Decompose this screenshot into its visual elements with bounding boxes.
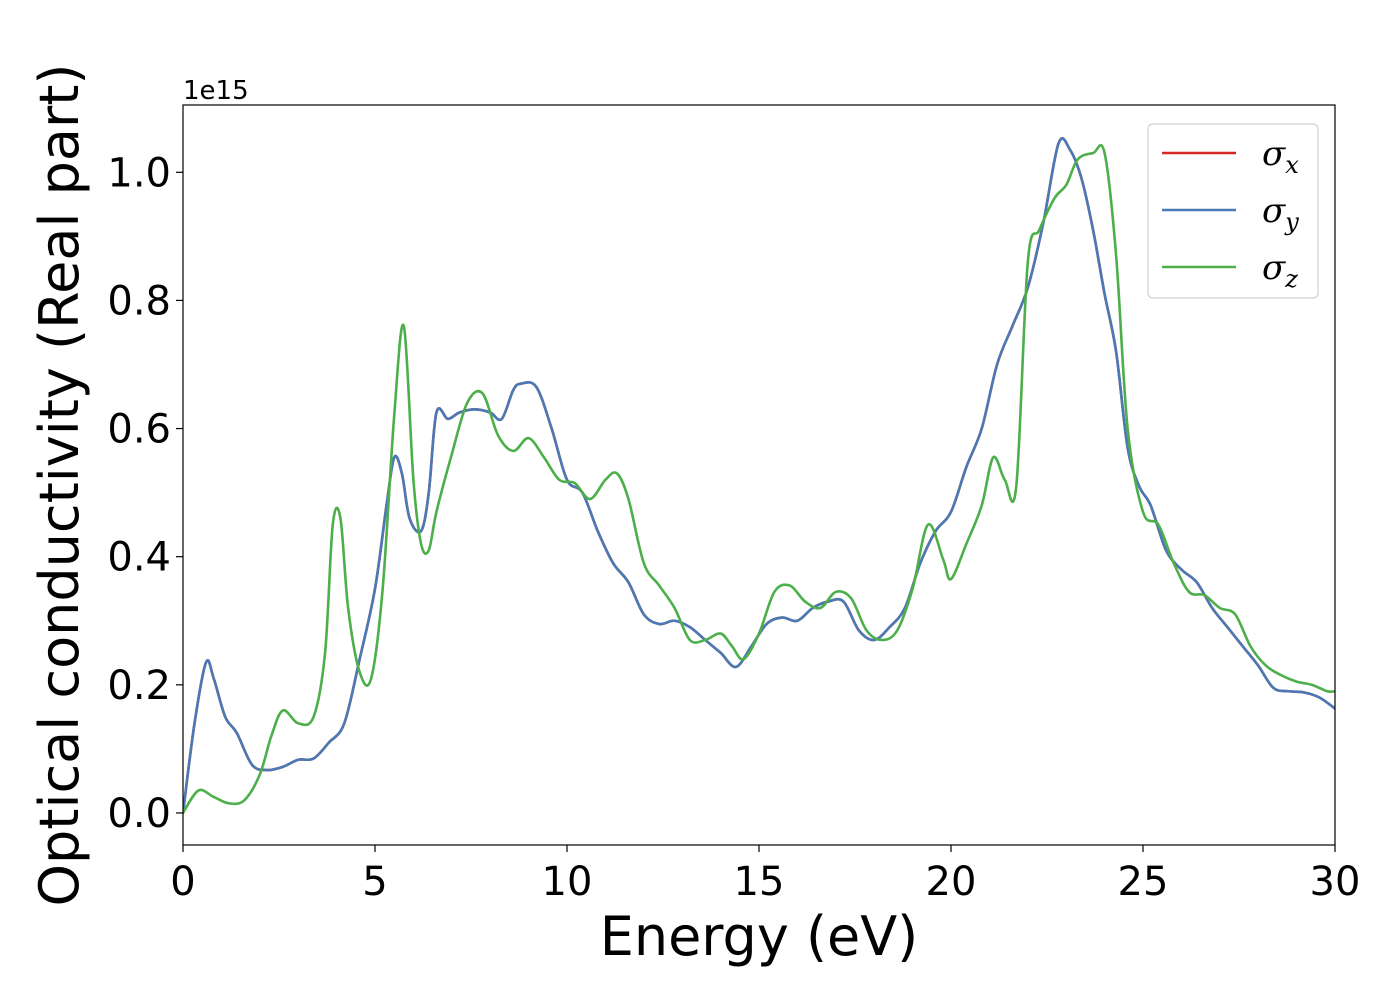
series-line-y	[183, 137, 1335, 815]
y-axis-ticks: 0.0 0.2 0.4 0.6 0.8 1.0	[107, 150, 183, 837]
y-axis-offset-label: 1e15	[183, 76, 249, 106]
series-layer	[183, 137, 1335, 815]
legend: σx σy σz	[1147, 123, 1319, 299]
x-tick-label: 10	[542, 859, 593, 905]
y-tick-label: 0.8	[107, 278, 171, 324]
x-axis-ticks: 0 5 10 15 20 25 30	[170, 845, 1360, 905]
x-tick-label: 15	[734, 859, 785, 905]
x-tick-label: 25	[1118, 859, 1169, 905]
x-tick-label: 5	[362, 859, 387, 905]
legend-label-x: σx	[1262, 134, 1299, 179]
y-axis-title: Optical conductivity (Real part)	[28, 64, 91, 907]
y-tick-label: 0.2	[107, 663, 171, 709]
legend-label-y: σy	[1262, 191, 1299, 236]
y-tick-label: 0.4	[107, 535, 171, 581]
y-tick-label: 0.0	[107, 791, 171, 837]
x-tick-label: 30	[1310, 859, 1361, 905]
x-tick-label: 20	[926, 859, 977, 905]
series-line-z	[183, 143, 1335, 815]
x-tick-label: 0	[170, 859, 195, 905]
y-tick-label: 1.0	[107, 150, 171, 196]
y-tick-label: 0.6	[107, 407, 171, 453]
legend-label-z: σz	[1262, 248, 1298, 293]
x-axis-title: Energy (eV)	[600, 905, 919, 968]
